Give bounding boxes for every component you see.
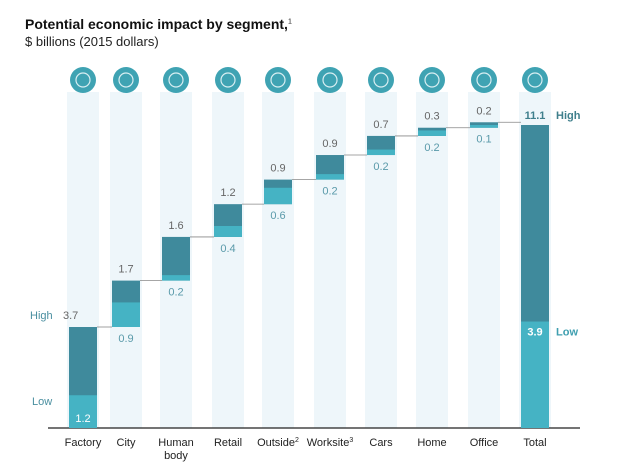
category-label: Human body xyxy=(158,437,193,462)
category-label: Outside2 xyxy=(257,437,299,449)
data-label-low: 0.2 xyxy=(373,161,388,173)
category-label: Factory xyxy=(65,437,102,449)
bar-low xyxy=(112,302,140,327)
city-icon xyxy=(113,67,139,93)
bar-low xyxy=(470,125,498,128)
legend-low-label: Low xyxy=(556,327,578,339)
outside-icon-glyph xyxy=(270,72,286,88)
bar-low xyxy=(214,226,242,237)
total-icon-glyph xyxy=(527,72,543,88)
category-label: Total xyxy=(523,437,546,449)
bar-low xyxy=(264,187,292,205)
human-body-icon xyxy=(163,67,189,93)
worksite-icon xyxy=(317,67,343,93)
retail-icon xyxy=(215,67,241,93)
office-icon-glyph xyxy=(476,72,492,88)
category-label: City xyxy=(117,437,136,449)
data-label-low: 0.1 xyxy=(476,134,491,146)
column-stripe xyxy=(212,92,244,428)
city-icon-glyph xyxy=(118,72,134,88)
bar-low xyxy=(162,275,190,281)
category-label: Worksite3 xyxy=(307,437,354,449)
data-label-low: 1.2 xyxy=(75,413,90,425)
category-label: Retail xyxy=(214,437,242,449)
data-label-high: 1.6 xyxy=(168,220,183,232)
data-label-high: 0.9 xyxy=(270,163,285,175)
factory-icon xyxy=(70,67,96,93)
category-label: Office xyxy=(470,437,499,449)
axis-low-label: Low xyxy=(32,396,52,408)
data-label-high: 1.7 xyxy=(118,264,133,276)
data-label-high: 0.7 xyxy=(373,119,388,131)
bar-low xyxy=(418,130,446,136)
worksite-icon-glyph xyxy=(322,72,338,88)
total-icon xyxy=(522,67,548,93)
bar-high xyxy=(162,236,190,281)
data-label-high: 0.3 xyxy=(424,111,439,123)
data-label-low: 0.4 xyxy=(220,243,235,255)
chart-subtitle: $ billions (2015 dollars) xyxy=(25,34,159,49)
bar-low xyxy=(316,174,344,180)
legend-high-label: High xyxy=(556,110,581,122)
data-label-low: 0.2 xyxy=(424,142,439,154)
factory-icon-glyph xyxy=(75,72,91,88)
data-label-low: 0.6 xyxy=(270,210,285,222)
data-label-high: 0.9 xyxy=(322,138,337,150)
column-stripe xyxy=(110,92,142,428)
chart-title: Potential economic impact by segment,1 xyxy=(25,16,292,32)
data-label-low: 0.9 xyxy=(118,333,133,345)
column-stripe xyxy=(416,92,448,428)
column-stripe xyxy=(314,92,346,428)
home-icon xyxy=(419,67,445,93)
bar-low xyxy=(521,321,549,428)
category-label: Home xyxy=(417,437,446,449)
home-icon-glyph xyxy=(424,72,440,88)
human-body-icon-glyph xyxy=(168,72,184,88)
data-label-high: 3.7 xyxy=(63,310,78,322)
column-stripe xyxy=(262,92,294,428)
office-icon xyxy=(471,67,497,93)
data-label-low: 0.2 xyxy=(168,287,183,299)
retail-icon-glyph xyxy=(220,72,236,88)
column-stripe xyxy=(468,92,500,428)
outside-icon xyxy=(265,67,291,93)
bar-low xyxy=(367,149,395,156)
category-label: Cars xyxy=(369,437,393,449)
axis-high-label: High xyxy=(30,310,53,322)
data-label-high: 11.1 xyxy=(525,110,546,122)
data-label-high: 0.2 xyxy=(476,105,491,117)
data-label-high: 1.2 xyxy=(220,187,235,199)
data-label-low: 0.2 xyxy=(322,186,337,198)
cars-icon-glyph xyxy=(373,72,389,88)
bar-low xyxy=(69,395,97,428)
cars-icon xyxy=(368,67,394,93)
data-label-low: 3.9 xyxy=(527,327,542,339)
